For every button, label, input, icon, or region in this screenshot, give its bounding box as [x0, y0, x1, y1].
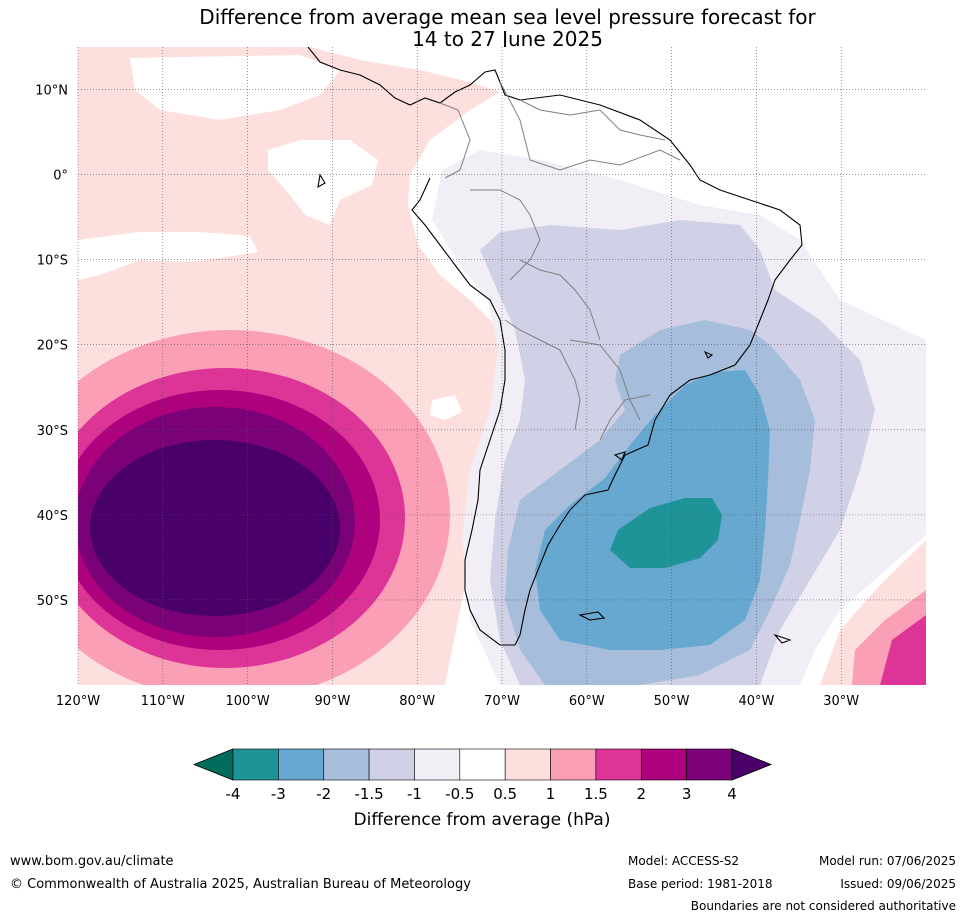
colorbar-tick-label: -1.5 — [354, 785, 383, 803]
colorbar-over-arrow — [731, 748, 773, 781]
footer-base-period: Base period: 1981-2018 — [628, 877, 773, 891]
footer-copyright: © Commonwealth of Australia 2025, Austra… — [10, 877, 471, 892]
footer-issued: Issued: 09/06/2025 — [840, 877, 956, 891]
footer-model-run: Model run: 07/06/2025 — [819, 854, 956, 868]
latitude-labels: 10°N 0° 10°S 20°S 30°S 40°S 50°S — [35, 84, 68, 609]
colorbar-segment — [504, 748, 551, 781]
colorbar-tick-label: 4 — [727, 785, 737, 803]
neutral-patch-equatorial — [268, 140, 378, 225]
colorbar-tick-label: 3 — [682, 785, 692, 803]
colorbar-tick-label: -1 — [407, 785, 422, 803]
contour-4 — [90, 440, 340, 616]
map-title-line-2: 14 to 27 June 2025 — [412, 27, 603, 51]
colorbar-segment — [640, 748, 687, 781]
map-title-line-1: Difference from average mean sea level p… — [199, 5, 816, 29]
colorbar-segment — [368, 748, 415, 781]
lon-label: 90°W — [314, 694, 350, 709]
lon-label: 60°W — [569, 694, 605, 709]
colorbar-tick-label: 1.5 — [584, 785, 608, 803]
longitude-labels: 120°W 110°W 100°W 90°W 80°W 70°W 60°W 50°W 40°W 3… — [56, 694, 859, 709]
colorbar-tick-label: -4 — [226, 785, 241, 803]
colorbar-tick-label: 2 — [636, 785, 646, 803]
lat-label: 10°S — [37, 254, 68, 269]
lon-label: 120°W — [56, 694, 100, 709]
colorbar-tick-label: -2 — [316, 785, 331, 803]
colorbar-segment — [686, 748, 733, 781]
colorbar-under-arrow — [192, 748, 234, 781]
lon-label: 110°W — [141, 694, 185, 709]
lat-label: 40°S — [37, 509, 68, 524]
colorbar-segment — [595, 748, 642, 781]
lat-label: 10°N — [35, 84, 68, 99]
lon-label: 80°W — [399, 694, 435, 709]
footer-url: www.bom.gov.au/climate — [10, 854, 174, 869]
lat-label: 20°S — [37, 339, 68, 354]
colorbar-segment — [232, 748, 279, 781]
lat-label: 50°S — [37, 594, 68, 609]
footer-model: Model: ACCESS-S2 — [628, 854, 739, 868]
lat-label: 0° — [53, 169, 68, 184]
footer-disclaimer: Boundaries are not considered authoritat… — [691, 899, 956, 913]
colorbar-tick-label: -0.5 — [445, 785, 474, 803]
colorbar-tick-label: -3 — [271, 785, 286, 803]
graticule — [77, 47, 926, 685]
lon-label: 40°W — [738, 694, 774, 709]
lon-label: 30°W — [823, 694, 859, 709]
contour-neg3 — [610, 498, 722, 568]
lon-label: 100°W — [226, 694, 270, 709]
lon-label: 50°W — [654, 694, 690, 709]
lat-label: 30°S — [37, 424, 68, 439]
colorbar-segment — [278, 748, 325, 781]
neutral-patch-small — [430, 395, 462, 420]
colorbar: -4 -3 -2 -1.5 -1 -0.5 0.5 1 1.5 2 3 4 — [192, 748, 773, 803]
contour-1.5-southeast — [880, 615, 926, 685]
colorbar-tick-label: 1 — [546, 785, 556, 803]
colorbar-tick-label: 0.5 — [493, 785, 517, 803]
colorbar-segment — [414, 748, 461, 781]
coastline — [307, 47, 803, 646]
colorbar-label: Difference from average (hPa) — [354, 810, 611, 830]
country-borders — [439, 81, 681, 441]
colorbar-segment — [323, 748, 370, 781]
neutral-patch-north — [130, 55, 340, 120]
map-plot-area — [78, 47, 926, 685]
neutral-patch-west — [78, 232, 258, 280]
colorbar-segment — [550, 748, 597, 781]
lon-label: 70°W — [484, 694, 520, 709]
colorbar-segment — [459, 748, 506, 781]
